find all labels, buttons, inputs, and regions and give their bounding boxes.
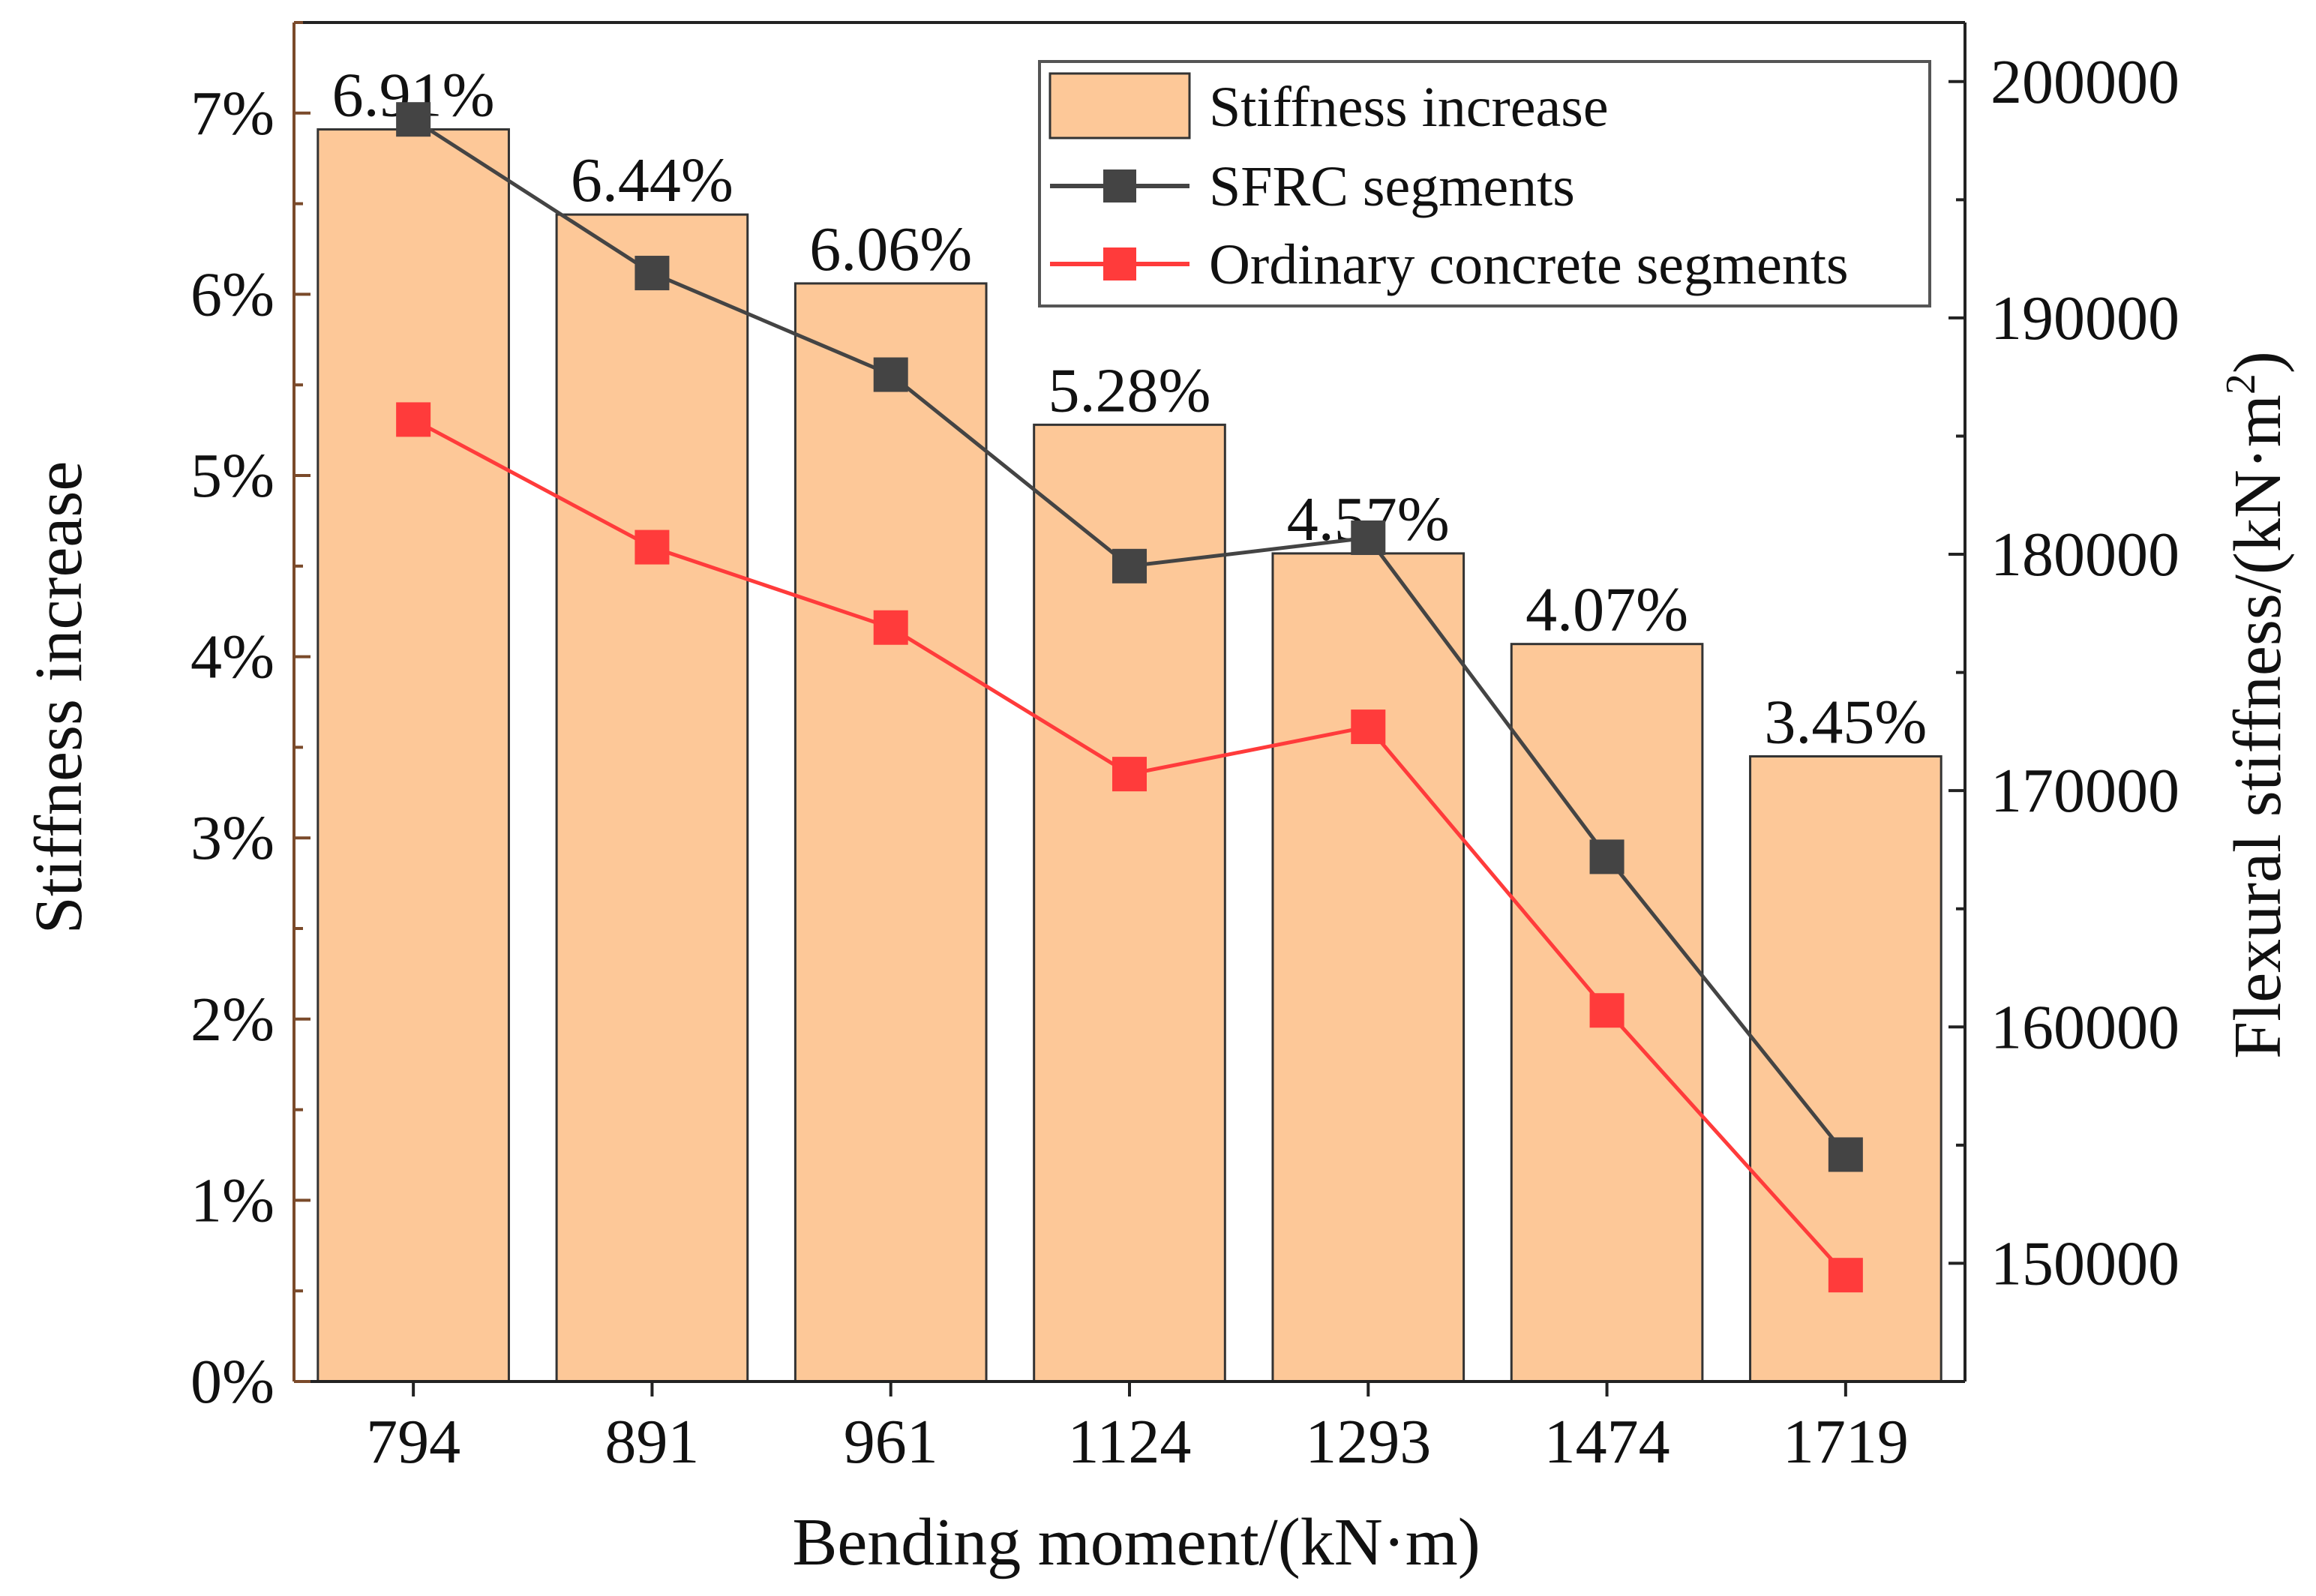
legend-label-stiffness-increase: Stiffness increase: [1209, 76, 1609, 139]
point-ordinary-concrete-segments-1293: [1351, 710, 1386, 745]
bar-labels-layer: 6.91%6.44%6.06%5.28%4.57%4.07%3.45%: [332, 61, 1928, 758]
point-sfrc-segments-1293: [1351, 520, 1386, 555]
y-axis-title: Stiffness increase: [22, 461, 96, 934]
y-tick-label: 3%: [190, 803, 274, 873]
y2-tick-label: 180000: [1990, 520, 2180, 590]
y-tick-label: 1%: [190, 1166, 274, 1235]
y-tick-label: 7%: [190, 79, 274, 148]
point-ordinary-concrete-segments-1474: [1589, 993, 1624, 1028]
point-sfrc-segments-794: [396, 102, 431, 137]
point-sfrc-segments-1474: [1589, 839, 1624, 874]
point-sfrc-segments-1719: [1828, 1137, 1863, 1172]
bar-794: [316, 128, 510, 1383]
y2-tick-label: 200000: [1990, 47, 2180, 117]
y-tick-label: 2%: [190, 985, 274, 1054]
ticks-layer: 0% 1% 2% 3% 4% 5% 6% 7% 150000 160000 170000 180000…: [190, 21, 2180, 1477]
bar-1293: [1271, 552, 1466, 1383]
y-tick-label: 0%: [190, 1347, 274, 1417]
point-sfrc-segments-891: [634, 256, 670, 291]
bar-value-label: 3.45%: [1764, 687, 1927, 757]
x-axis-title: Bending moment/(kN·m): [792, 1505, 1480, 1580]
legend-label-sfrc: SFRC segments: [1209, 155, 1575, 218]
point-ordinary-concrete-segments-1124: [1112, 757, 1147, 792]
point-ordinary-concrete-segments-794: [396, 402, 431, 437]
bar-961: [794, 282, 988, 1383]
bars-layer: [316, 128, 1942, 1383]
y2-axis-title-main: Flexural stiffness/(kN·m: [2221, 394, 2295, 1059]
x-tick-label: 961: [844, 1407, 938, 1477]
y2-tick-label: 190000: [1990, 284, 2180, 353]
legend-marker-sfrc: [1103, 170, 1136, 202]
bar-value-label: 5.28%: [1048, 356, 1211, 425]
legend: Stiffness increase SFRC segments Ordinar…: [1038, 60, 1931, 308]
legend-swatch-stiffness-increase: [1048, 72, 1191, 140]
y2-tick-label: 160000: [1990, 992, 2180, 1062]
y2-axis-title: Flexural stiffness/(kN·m2): [2218, 351, 2295, 1059]
y2-tick-label: 150000: [1990, 1228, 2180, 1298]
y2-axis-title-end: ): [2221, 351, 2295, 374]
point-sfrc-segments-961: [873, 357, 908, 392]
y-tick-label: 6%: [190, 260, 274, 329]
bar-value-label: 6.06%: [809, 214, 972, 284]
x-tick-label: 794: [366, 1407, 460, 1477]
bar-1124: [1033, 423, 1226, 1383]
point-ordinary-concrete-segments-891: [634, 530, 670, 565]
x-tick-label: 1124: [1068, 1407, 1192, 1477]
x-tick-label: 1293: [1305, 1407, 1431, 1477]
lines-layer: [396, 102, 1863, 1293]
y2-axis-title-superscript: 2: [2218, 374, 2264, 394]
bar-value-label: 4.07%: [1526, 575, 1688, 645]
legend-label-ordinary: Ordinary concrete segments: [1209, 233, 1849, 296]
point-ordinary-concrete-segments-1719: [1828, 1258, 1863, 1293]
y2-tick-label: 170000: [1990, 756, 2180, 826]
x-tick-label: 1474: [1544, 1407, 1670, 1477]
legend-marker-ordinary: [1103, 248, 1136, 280]
point-sfrc-segments-1124: [1112, 548, 1147, 584]
x-tick-label: 891: [604, 1407, 699, 1477]
bar-891: [555, 213, 749, 1383]
y-tick-label: 4%: [190, 622, 274, 692]
x-tick-label: 1719: [1783, 1407, 1909, 1477]
point-ordinary-concrete-segments-961: [873, 610, 908, 645]
y-tick-label: 5%: [190, 441, 274, 511]
bar-value-label: 6.44%: [571, 146, 734, 215]
